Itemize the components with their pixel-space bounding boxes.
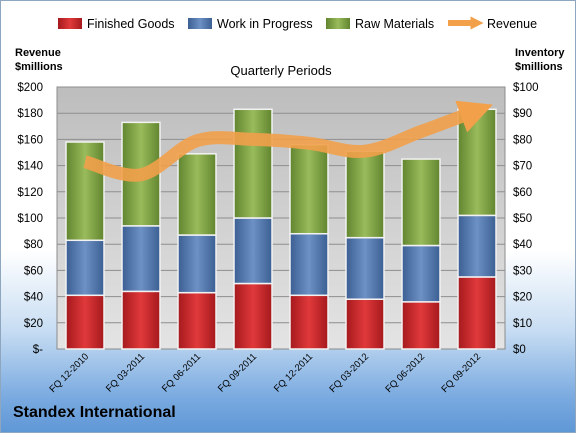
bar-raw-materials xyxy=(457,108,497,217)
left-tick-label: $120 xyxy=(17,187,43,199)
category-label: FQ 09-2012 xyxy=(439,351,483,395)
bar-work-in-progress xyxy=(289,232,329,297)
bar-finished-goods xyxy=(457,276,497,350)
legend-label-work-in-progress: Work in Progress xyxy=(217,17,313,31)
right-tick-label: $80 xyxy=(513,134,532,146)
right-tick-label: $60 xyxy=(513,187,532,199)
right-axis-ticks: $0 $10 $20 $30 $40 $50 $60 $70 $80 $90 $100 xyxy=(513,82,539,356)
bar-stacks xyxy=(65,108,497,350)
revenue-point xyxy=(365,151,366,152)
left-tick-label: $40 xyxy=(24,292,43,304)
right-tick-label: $100 xyxy=(513,82,539,94)
right-tick-label: $0 xyxy=(513,344,526,356)
legend-swatch-work-in-progress xyxy=(188,18,212,29)
left-tick-label: $20 xyxy=(24,318,43,330)
category-label: FQ 09-2011 xyxy=(216,351,259,394)
left-axis-ticks: $- $20 $40 $60 $80 $100 $120 $140 $160 $180 $200 xyxy=(17,82,43,356)
bar-work-in-progress xyxy=(401,244,441,303)
bar-work-in-progress xyxy=(345,236,385,300)
bar-work-in-progress xyxy=(457,214,497,278)
right-tick-label: $10 xyxy=(513,318,532,330)
category-label: FQ 06-2011 xyxy=(160,351,203,394)
bar-raw-materials xyxy=(289,143,329,235)
left-tick-label: $160 xyxy=(17,134,43,146)
bar-finished-goods xyxy=(65,294,105,350)
chart-title: Quarterly Periods xyxy=(230,63,332,78)
category-label: FQ 03-2012 xyxy=(327,351,371,395)
right-tick-label: $20 xyxy=(513,292,532,304)
right-axis-title-line2: $millions xyxy=(515,61,563,73)
bar-work-in-progress xyxy=(65,239,105,297)
revenue-point xyxy=(477,110,478,111)
left-axis-title-line2: $millions xyxy=(15,61,63,73)
legend-swatch-finished-goods xyxy=(58,18,82,29)
revenue-point xyxy=(197,140,198,141)
bar-finished-goods xyxy=(121,290,161,350)
legend-item-finished-goods: Finished Goods xyxy=(58,17,175,31)
legend-label-finished-goods: Finished Goods xyxy=(87,17,175,31)
left-tick-label: $140 xyxy=(17,161,43,173)
bar-work-in-progress xyxy=(233,217,273,285)
bar-finished-goods xyxy=(345,298,385,350)
bar-raw-materials xyxy=(65,141,105,242)
left-tick-label: $100 xyxy=(17,213,43,225)
revenue-line xyxy=(83,100,493,182)
revenue-point xyxy=(421,131,422,132)
legend-label-revenue: Revenue xyxy=(487,17,537,31)
left-tick-label: $- xyxy=(33,344,43,356)
revenue-point xyxy=(141,174,142,175)
left-tick-label: $60 xyxy=(24,265,43,277)
right-tick-label: $30 xyxy=(513,265,532,277)
category-label: FQ 06-2012 xyxy=(383,351,427,395)
bar-work-in-progress xyxy=(121,225,161,293)
bar-finished-goods xyxy=(401,301,441,350)
category-label: FQ 12-2011 xyxy=(272,351,315,394)
legend: Finished Goods Work in Progress Raw Mate… xyxy=(58,16,537,31)
legend-label-raw-materials: Raw Materials xyxy=(355,17,434,31)
revenue-point xyxy=(253,139,254,140)
left-tick-label: $80 xyxy=(24,239,43,251)
bar-raw-materials xyxy=(177,153,217,236)
right-tick-label: $90 xyxy=(513,108,532,120)
right-axis-title-line1: Inventory xyxy=(515,47,565,59)
right-tick-label: $70 xyxy=(513,161,532,173)
bar-work-in-progress xyxy=(177,234,217,294)
right-tick-label: $50 xyxy=(513,213,532,225)
bar-raw-materials xyxy=(345,150,385,239)
revenue-point xyxy=(309,143,310,144)
category-label: FQ 03-2011 xyxy=(104,351,147,394)
bar-raw-materials xyxy=(401,158,441,247)
bar-finished-goods xyxy=(289,294,329,350)
right-tick-label: $40 xyxy=(513,239,532,251)
revenue-line-layer xyxy=(83,100,493,182)
company-name: Standex International xyxy=(13,404,176,421)
revenue-point xyxy=(85,161,86,162)
category-labels: FQ 12-2010 FQ 03-2011 FQ 06-2011 FQ 09-2011… xyxy=(47,351,483,395)
bar-finished-goods xyxy=(233,282,273,350)
left-tick-label: $200 xyxy=(17,82,43,94)
legend-item-work-in-progress: Work in Progress xyxy=(188,17,313,31)
left-tick-label: $180 xyxy=(17,108,43,120)
bar-finished-goods xyxy=(177,291,217,350)
legend-swatch-raw-materials xyxy=(326,18,350,29)
bar-raw-materials xyxy=(233,108,273,219)
legend-item-revenue: Revenue xyxy=(448,16,537,31)
legend-item-raw-materials: Raw Materials xyxy=(326,17,434,31)
category-label: FQ 12-2010 xyxy=(47,351,91,395)
left-axis-title-line1: Revenue xyxy=(15,47,61,59)
